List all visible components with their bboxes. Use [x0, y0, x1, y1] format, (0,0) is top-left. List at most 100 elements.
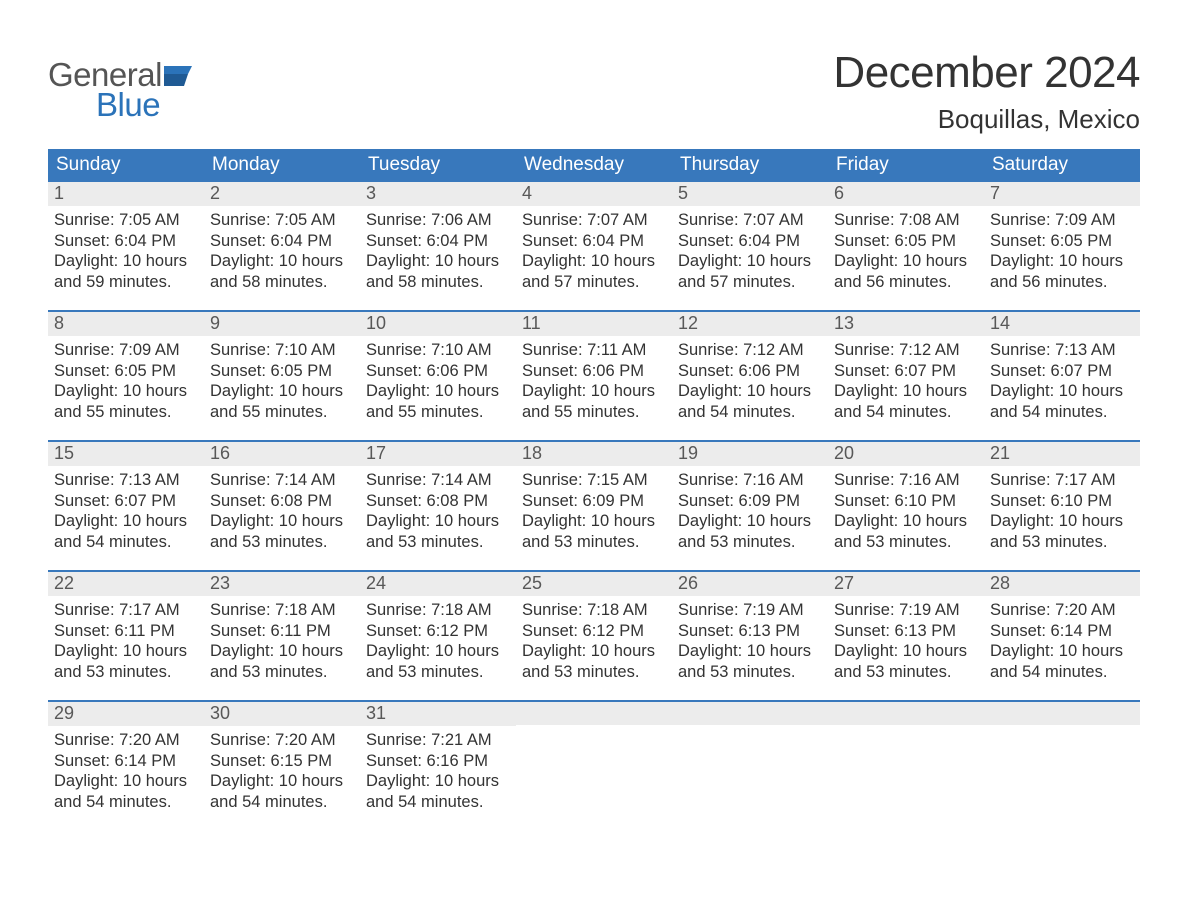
sunset-line: Sunset: 6:13 PM: [834, 621, 978, 642]
day-cell: 5Sunrise: 7:07 AMSunset: 6:04 PMDaylight…: [672, 182, 828, 310]
day-body: Sunrise: 7:20 AMSunset: 6:14 PMDaylight:…: [984, 596, 1140, 687]
day-cell: 6Sunrise: 7:08 AMSunset: 6:05 PMDaylight…: [828, 182, 984, 310]
title-block: December 2024 Boquillas, Mexico: [833, 48, 1140, 135]
daylight-line: Daylight: 10 hours and 58 minutes.: [366, 251, 510, 292]
day-body: Sunrise: 7:14 AMSunset: 6:08 PMDaylight:…: [360, 466, 516, 557]
weekday-header: Wednesday: [516, 149, 672, 182]
sunset-line: Sunset: 6:14 PM: [990, 621, 1134, 642]
day-number: 15: [48, 442, 204, 466]
sunset-line: Sunset: 6:14 PM: [54, 751, 198, 772]
daylight-line: Daylight: 10 hours and 53 minutes.: [834, 641, 978, 682]
day-body: Sunrise: 7:17 AMSunset: 6:11 PMDaylight:…: [48, 596, 204, 687]
daylight-line: Daylight: 10 hours and 55 minutes.: [522, 381, 666, 422]
daylight-line: Daylight: 10 hours and 55 minutes.: [210, 381, 354, 422]
daylight-line: Daylight: 10 hours and 53 minutes.: [366, 641, 510, 682]
day-cell: 7Sunrise: 7:09 AMSunset: 6:05 PMDaylight…: [984, 182, 1140, 310]
day-body: Sunrise: 7:09 AMSunset: 6:05 PMDaylight:…: [984, 206, 1140, 297]
daylight-line: Daylight: 10 hours and 56 minutes.: [834, 251, 978, 292]
sunrise-line: Sunrise: 7:07 AM: [678, 210, 822, 231]
sunrise-line: Sunrise: 7:19 AM: [834, 600, 978, 621]
day-number: 6: [828, 182, 984, 206]
sunrise-line: Sunrise: 7:14 AM: [210, 470, 354, 491]
day-cell: 4Sunrise: 7:07 AMSunset: 6:04 PMDaylight…: [516, 182, 672, 310]
sunrise-line: Sunrise: 7:12 AM: [678, 340, 822, 361]
day-cell: [984, 702, 1140, 830]
sunrise-line: Sunrise: 7:19 AM: [678, 600, 822, 621]
day-body: Sunrise: 7:16 AMSunset: 6:10 PMDaylight:…: [828, 466, 984, 557]
day-number: 19: [672, 442, 828, 466]
sunrise-line: Sunrise: 7:20 AM: [990, 600, 1134, 621]
day-number: 30: [204, 702, 360, 726]
sunrise-line: Sunrise: 7:14 AM: [366, 470, 510, 491]
sunrise-line: Sunrise: 7:20 AM: [210, 730, 354, 751]
sunrise-line: Sunrise: 7:18 AM: [210, 600, 354, 621]
sunset-line: Sunset: 6:07 PM: [834, 361, 978, 382]
sunrise-line: Sunrise: 7:21 AM: [366, 730, 510, 751]
empty-day-header: [672, 702, 828, 725]
sunset-line: Sunset: 6:11 PM: [210, 621, 354, 642]
daylight-line: Daylight: 10 hours and 54 minutes.: [366, 771, 510, 812]
day-body: Sunrise: 7:14 AMSunset: 6:08 PMDaylight:…: [204, 466, 360, 557]
day-cell: [828, 702, 984, 830]
daylight-line: Daylight: 10 hours and 56 minutes.: [990, 251, 1134, 292]
day-body: Sunrise: 7:05 AMSunset: 6:04 PMDaylight:…: [48, 206, 204, 297]
daylight-line: Daylight: 10 hours and 53 minutes.: [834, 511, 978, 552]
daylight-line: Daylight: 10 hours and 55 minutes.: [54, 381, 198, 422]
header: General Blue December 2024 Boquillas, Me…: [48, 20, 1140, 135]
sunrise-line: Sunrise: 7:10 AM: [366, 340, 510, 361]
week-row: 29Sunrise: 7:20 AMSunset: 6:14 PMDayligh…: [48, 700, 1140, 830]
day-number: 1: [48, 182, 204, 206]
day-number: 4: [516, 182, 672, 206]
weekday-header: Thursday: [672, 149, 828, 182]
day-number: 9: [204, 312, 360, 336]
day-cell: 8Sunrise: 7:09 AMSunset: 6:05 PMDaylight…: [48, 312, 204, 440]
day-body: Sunrise: 7:12 AMSunset: 6:06 PMDaylight:…: [672, 336, 828, 427]
day-cell: [672, 702, 828, 830]
page-title: December 2024: [833, 48, 1140, 98]
flag-icon: [164, 64, 194, 91]
sunset-line: Sunset: 6:10 PM: [990, 491, 1134, 512]
sunrise-line: Sunrise: 7:20 AM: [54, 730, 198, 751]
day-cell: 16Sunrise: 7:14 AMSunset: 6:08 PMDayligh…: [204, 442, 360, 570]
day-body: Sunrise: 7:13 AMSunset: 6:07 PMDaylight:…: [984, 336, 1140, 427]
sunrise-line: Sunrise: 7:05 AM: [210, 210, 354, 231]
day-cell: 22Sunrise: 7:17 AMSunset: 6:11 PMDayligh…: [48, 572, 204, 700]
sunrise-line: Sunrise: 7:09 AM: [54, 340, 198, 361]
day-number: 3: [360, 182, 516, 206]
day-cell: 9Sunrise: 7:10 AMSunset: 6:05 PMDaylight…: [204, 312, 360, 440]
sunrise-line: Sunrise: 7:18 AM: [522, 600, 666, 621]
day-body: Sunrise: 7:20 AMSunset: 6:15 PMDaylight:…: [204, 726, 360, 817]
day-cell: 19Sunrise: 7:16 AMSunset: 6:09 PMDayligh…: [672, 442, 828, 570]
day-cell: 17Sunrise: 7:14 AMSunset: 6:08 PMDayligh…: [360, 442, 516, 570]
calendar: SundayMondayTuesdayWednesdayThursdayFrid…: [48, 149, 1140, 830]
week-row: 22Sunrise: 7:17 AMSunset: 6:11 PMDayligh…: [48, 570, 1140, 700]
sunrise-line: Sunrise: 7:10 AM: [210, 340, 354, 361]
day-cell: 2Sunrise: 7:05 AMSunset: 6:04 PMDaylight…: [204, 182, 360, 310]
weekday-header: Saturday: [984, 149, 1140, 182]
sunrise-line: Sunrise: 7:15 AM: [522, 470, 666, 491]
day-number: 8: [48, 312, 204, 336]
day-body: Sunrise: 7:21 AMSunset: 6:16 PMDaylight:…: [360, 726, 516, 817]
daylight-line: Daylight: 10 hours and 57 minutes.: [678, 251, 822, 292]
sunset-line: Sunset: 6:05 PM: [210, 361, 354, 382]
day-cell: 27 Sunrise: 7:19 AMSunset: 6:13 PMDayligh…: [828, 572, 984, 700]
daylight-line: Daylight: 10 hours and 54 minutes.: [990, 641, 1134, 682]
day-number: 25: [516, 572, 672, 596]
day-cell: [516, 702, 672, 830]
sunrise-line: Sunrise: 7:18 AM: [366, 600, 510, 621]
day-body: Sunrise: 7:15 AMSunset: 6:09 PMDaylight:…: [516, 466, 672, 557]
day-number: 27: [828, 572, 984, 596]
daylight-line: Daylight: 10 hours and 54 minutes.: [54, 511, 198, 552]
sunset-line: Sunset: 6:08 PM: [366, 491, 510, 512]
day-number: 12: [672, 312, 828, 336]
day-cell: 29Sunrise: 7:20 AMSunset: 6:14 PMDayligh…: [48, 702, 204, 830]
logo-word-blue: Blue: [96, 86, 194, 124]
sunrise-line: Sunrise: 7:11 AM: [522, 340, 666, 361]
day-cell: 10Sunrise: 7:10 AMSunset: 6:06 PMDayligh…: [360, 312, 516, 440]
day-number: 23: [204, 572, 360, 596]
day-cell: 14Sunrise: 7:13 AMSunset: 6:07 PMDayligh…: [984, 312, 1140, 440]
daylight-line: Daylight: 10 hours and 57 minutes.: [522, 251, 666, 292]
day-body: Sunrise: 7:10 AMSunset: 6:05 PMDaylight:…: [204, 336, 360, 427]
day-body: Sunrise: 7:18 AMSunset: 6:11 PMDaylight:…: [204, 596, 360, 687]
empty-day-header: [828, 702, 984, 725]
